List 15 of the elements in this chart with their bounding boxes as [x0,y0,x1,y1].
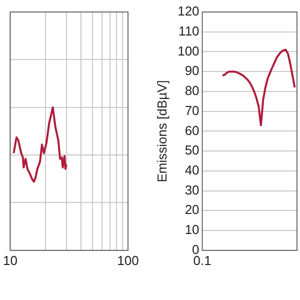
y-tick-label: 90 [184,63,200,78]
y-tick-label: 120 [178,4,200,19]
y-tick-label: 100 [178,43,200,58]
y-tick-label: 50 [184,142,200,158]
y-tick-label: 60 [184,122,200,138]
x-tick-label: 100 [117,252,139,268]
y-tick-label: 70 [184,102,200,118]
y-tick-label: 20 [184,202,200,218]
x-tick-label: 10 [2,252,18,268]
y-tick-label: 40 [184,162,200,178]
y-tick-label: 110 [178,23,200,38]
y-tick-label: 80 [184,83,200,98]
y-axis-title: Emissions [dBµV] [154,80,170,182]
y-tick-label: 30 [184,182,200,198]
y-tick-label: 10 [184,222,200,238]
